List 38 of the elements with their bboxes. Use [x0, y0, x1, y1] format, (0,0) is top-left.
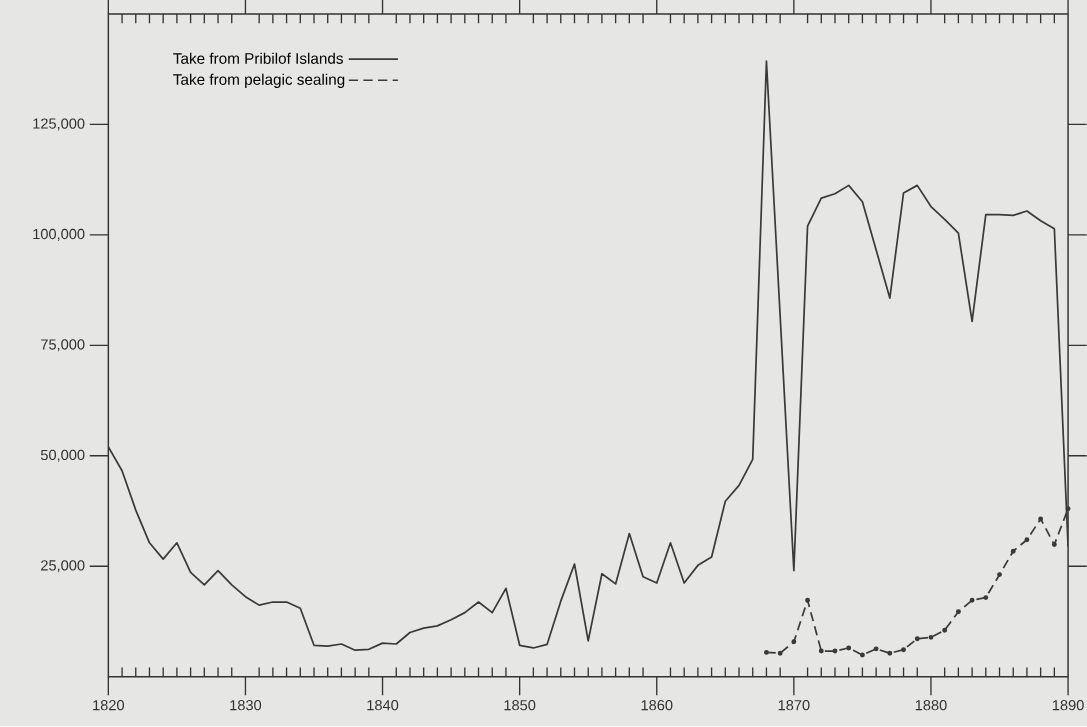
- point: [1010, 548, 1016, 554]
- y-tick-label: 125,000: [33, 118, 85, 131]
- point: [818, 648, 824, 654]
- point: [846, 645, 852, 651]
- point: [1038, 516, 1044, 522]
- point: [1024, 537, 1030, 543]
- y-tick-label: 100,000: [33, 229, 85, 242]
- x-tick-label: 1870: [778, 700, 810, 711]
- point: [928, 635, 934, 641]
- point: [983, 595, 989, 601]
- point: [901, 647, 907, 653]
- x-tick-label: 1820: [93, 700, 125, 711]
- point: [859, 652, 865, 658]
- point: [873, 646, 879, 652]
- point: [805, 598, 811, 603]
- point: [997, 572, 1002, 578]
- y-tick-label: 25,000: [41, 560, 85, 573]
- point: [832, 648, 838, 654]
- x-tick-label: 1890: [1052, 700, 1084, 711]
- point: [1051, 542, 1057, 548]
- point: [969, 598, 975, 603]
- point: [763, 650, 769, 656]
- y-tick-label: 50,000: [40, 449, 85, 463]
- x-tick-label: 1850: [504, 700, 536, 711]
- point: [777, 651, 783, 656]
- point: [914, 636, 920, 642]
- point: [955, 609, 961, 615]
- legend-label: Take from Pribilof Islands: [173, 52, 343, 65]
- point: [1065, 506, 1071, 512]
- point: [942, 628, 948, 633]
- x-tick-label: 1860: [641, 700, 673, 711]
- legend-label: Take from pelagic sealing: [173, 73, 345, 89]
- point: [887, 651, 893, 656]
- y-tick-label: 75,000: [41, 339, 85, 352]
- point: [791, 639, 797, 645]
- x-tick-label: 1830: [230, 700, 262, 711]
- x-tick-label: 1840: [367, 700, 399, 711]
- x-tick-label: 1880: [915, 700, 947, 711]
